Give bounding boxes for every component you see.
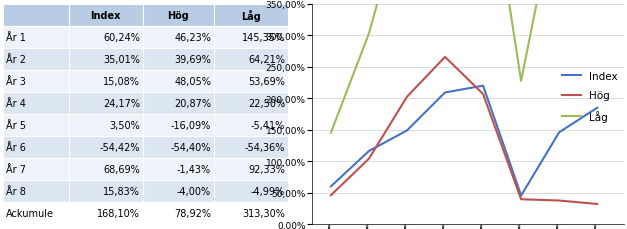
Index [365, 150, 372, 153]
Hög [403, 96, 411, 99]
Hög [517, 198, 525, 201]
Låg [517, 80, 525, 83]
Index [479, 85, 487, 88]
Line: Låg: Låg [331, 0, 598, 133]
Låg [327, 132, 335, 134]
Index [517, 194, 525, 197]
Hög [556, 199, 563, 202]
Index [556, 131, 563, 134]
Hög [479, 93, 487, 96]
Hög [594, 203, 601, 205]
Legend: Index, Hög, Låg: Index, Hög, Låg [558, 68, 622, 126]
Line: Index: Index [331, 86, 598, 196]
Låg [365, 33, 372, 35]
Line: Hög: Hög [331, 58, 598, 204]
Index [327, 185, 335, 188]
Hög [327, 194, 335, 197]
Index [441, 92, 449, 94]
Index [403, 129, 411, 132]
Index [594, 107, 601, 110]
Hög [365, 158, 372, 160]
Hög [441, 56, 449, 59]
